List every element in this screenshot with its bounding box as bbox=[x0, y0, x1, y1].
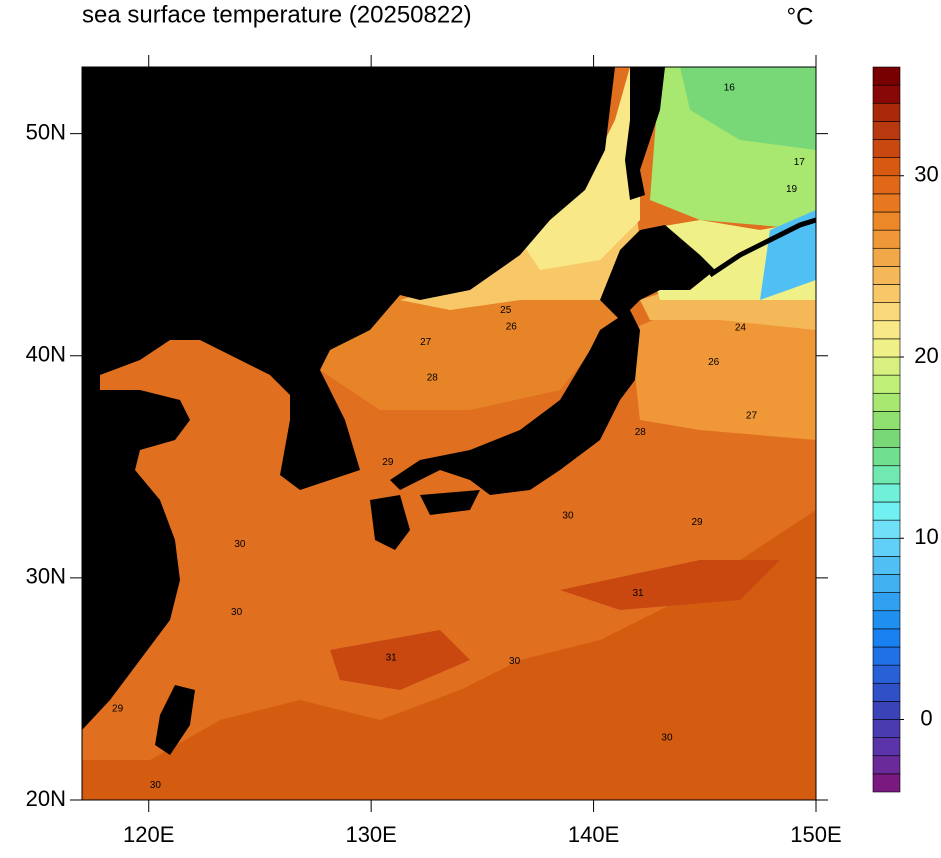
contour-label: 30 bbox=[562, 510, 574, 521]
colorbar-swatch bbox=[872, 302, 901, 322]
colorbar-swatch bbox=[872, 610, 901, 630]
colorbar-swatch bbox=[872, 338, 901, 358]
colorbar-swatch bbox=[872, 483, 901, 503]
colorbar-swatch bbox=[872, 628, 901, 648]
contour-label: 29 bbox=[382, 457, 394, 468]
land-kurils bbox=[708, 217, 816, 278]
lon-tick-label: 120E bbox=[123, 822, 174, 847]
lon-tick-label: 140E bbox=[568, 822, 619, 847]
lat-tick-label: 50N bbox=[26, 119, 66, 144]
colorbar-swatch bbox=[872, 411, 901, 430]
colorbar-swatch bbox=[872, 356, 901, 376]
colorbar-swatch bbox=[872, 664, 901, 684]
colorbar-swatch bbox=[872, 102, 901, 122]
contour-label: 31 bbox=[386, 652, 398, 663]
colorbar-swatch bbox=[872, 537, 901, 557]
land-shikoku bbox=[420, 490, 480, 515]
colorbar-swatch bbox=[872, 646, 901, 666]
map-frame bbox=[81, 66, 817, 801]
colorbar-swatch bbox=[872, 229, 901, 249]
contour-label: 27 bbox=[746, 410, 758, 421]
colorbar-swatch bbox=[872, 320, 901, 340]
colorbar-swatch bbox=[872, 556, 901, 575]
colorbar-swatch bbox=[872, 701, 901, 720]
contour-label: 26 bbox=[506, 322, 518, 333]
colorbar-swatch bbox=[872, 392, 901, 412]
colorbar-swatch bbox=[872, 574, 901, 593]
lat-tick-label: 30N bbox=[26, 564, 66, 589]
kuroshio-extension bbox=[630, 290, 816, 440]
colorbar-swatch bbox=[872, 193, 901, 213]
land-sakhalin bbox=[625, 67, 665, 200]
warm-core bbox=[560, 560, 780, 610]
colorbar-swatch bbox=[872, 737, 901, 757]
contour-label: 28 bbox=[635, 427, 647, 438]
colorbar-swatch bbox=[872, 719, 901, 738]
lon-tick-label: 150E bbox=[790, 822, 841, 847]
land-honshu bbox=[390, 310, 640, 495]
contour-label: 17 bbox=[794, 157, 806, 168]
sst-field bbox=[82, 67, 816, 800]
lat-tick-label: 40N bbox=[26, 342, 66, 367]
contour-label: 30 bbox=[234, 539, 246, 550]
colorbar-swatch bbox=[872, 519, 901, 539]
colorbar-swatch bbox=[872, 284, 901, 303]
colorbar-swatch bbox=[872, 465, 901, 485]
contour-label: 30 bbox=[661, 732, 673, 743]
contour-label: 29 bbox=[112, 704, 124, 715]
contour-label: 30 bbox=[509, 656, 521, 667]
colorbar-tick-label: 10 bbox=[914, 524, 938, 549]
land-hokkaido bbox=[600, 225, 715, 320]
land-kyushu bbox=[370, 495, 410, 550]
colorbar-tick-label: 30 bbox=[914, 162, 938, 187]
colorbar-swatch bbox=[872, 211, 901, 231]
colorbar-swatch bbox=[872, 175, 901, 195]
contour-label: 30 bbox=[150, 780, 162, 791]
lat-tick-label: 20N bbox=[26, 786, 66, 811]
colorbar-swatch bbox=[872, 773, 901, 793]
contour-label: 31 bbox=[632, 588, 644, 599]
colorbar-swatch bbox=[872, 592, 901, 612]
contour-label: 24 bbox=[735, 323, 747, 334]
warm-core bbox=[330, 630, 470, 690]
colorbar-tick-label: 20 bbox=[914, 343, 938, 368]
colorbar-swatch bbox=[872, 121, 901, 140]
contour-label: 26 bbox=[708, 357, 720, 368]
land-asia bbox=[82, 67, 615, 730]
contour-label: 30 bbox=[231, 607, 243, 618]
colorbar-swatch bbox=[872, 755, 901, 775]
contour-label: 25 bbox=[500, 305, 512, 316]
colorbar-swatch bbox=[872, 139, 901, 158]
colorbar-swatch bbox=[872, 84, 901, 104]
cold-spot bbox=[760, 210, 816, 300]
colorbar-swatch bbox=[872, 447, 901, 467]
colorbar-swatch bbox=[872, 682, 901, 702]
lon-tick-label: 130E bbox=[345, 822, 396, 847]
colorbar-swatch bbox=[872, 429, 901, 448]
land-taiwan bbox=[155, 685, 195, 755]
colorbar-swatch bbox=[872, 501, 901, 521]
colorbar-swatch bbox=[872, 266, 901, 285]
colorbar-swatch bbox=[872, 66, 901, 86]
north-sea-of-japan bbox=[400, 130, 640, 310]
contour-label: 28 bbox=[427, 373, 439, 384]
contour-label: 29 bbox=[691, 517, 703, 528]
colorbar-swatch bbox=[872, 157, 901, 177]
contour-label: 22 bbox=[544, 206, 556, 217]
contour-label: 19 bbox=[786, 184, 798, 195]
title: sea surface temperature (20250822) bbox=[82, 1, 472, 28]
colorbar-swatch bbox=[872, 374, 901, 394]
colorbar-swatch bbox=[872, 247, 901, 267]
contour-label: 27 bbox=[420, 337, 432, 348]
okhotsk-cold bbox=[680, 67, 816, 150]
contour-label: 16 bbox=[724, 83, 736, 94]
unit-label: °C bbox=[787, 3, 814, 30]
colorbar-tick-label: 0 bbox=[920, 705, 932, 730]
warm-region bbox=[82, 510, 816, 800]
